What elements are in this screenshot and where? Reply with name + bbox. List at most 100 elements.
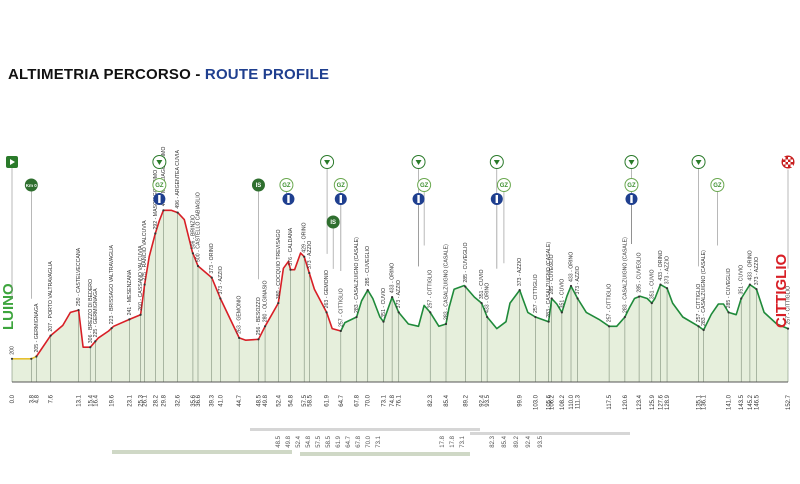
profile-point (638, 295, 641, 298)
km-tick-label: 141.0 (727, 394, 733, 410)
title-en: ROUTE PROFILE (204, 66, 330, 83)
place-label: 433 - ORINO (390, 263, 396, 293)
place-label: 351 - CUVIO (739, 265, 745, 295)
profile-point (576, 297, 579, 300)
km-tick-label: 15.4 (88, 394, 94, 406)
finish-flag-icon (785, 164, 788, 167)
profile-point (139, 313, 142, 316)
gpm-label: GZ (713, 183, 722, 189)
title-it: ALTIMETRIA PERCORSO (8, 66, 191, 83)
place-label: 257 - CITTIGLIO (533, 274, 539, 313)
profile-point (49, 334, 52, 337)
intermediate-sprint-icon (326, 215, 340, 229)
km-tick-label: 135.1 (697, 394, 703, 410)
profile-point (257, 338, 260, 341)
place-label: 275 - RANCIO VALCUVIA (142, 220, 148, 281)
ghost-tick-label: 85.4 (502, 435, 508, 447)
profile-point (650, 302, 653, 305)
gpm-icon (333, 178, 348, 192)
place-label: 429 - ORINO (302, 222, 308, 252)
gpm-label: GZ (500, 183, 509, 189)
place-label: 373 - AZZIO (218, 266, 224, 294)
finish-flag-icon (790, 164, 793, 167)
profile-point (308, 271, 311, 275)
ghost-tick-label: 73.1 (376, 435, 382, 447)
ghost-tick-label: 89.2 (514, 435, 520, 447)
start-label: LUINO (0, 283, 17, 330)
profile-point (10, 357, 14, 360)
km-tick-label: 29.8 (161, 394, 167, 406)
gpm-label: GZ (627, 183, 636, 189)
profile-point (303, 255, 306, 258)
finish-flag-icon (783, 162, 786, 165)
km-tick-label: 7.6 (49, 394, 55, 403)
km-tick-label: 108.2 (560, 394, 566, 410)
ghost-tick-label: 82.3 (490, 435, 496, 447)
profile-point (608, 325, 611, 328)
profile-point (397, 311, 400, 314)
place-label: 285 - CUVEGLIO (365, 246, 371, 286)
profile-point (623, 315, 626, 319)
profile-point (391, 295, 394, 299)
km-tick-label: 35.6 (191, 394, 197, 406)
place-label: 200 (10, 346, 16, 355)
km-tick-label: 57.5 (302, 394, 308, 406)
km-tick-label: 143.5 (739, 394, 745, 410)
sprint-bar-icon (287, 195, 290, 203)
place-label: 257 - CITTIGLIO (786, 286, 792, 325)
km-tick-label: 103.0 (533, 394, 539, 410)
place-label: 373 - AZZIO (575, 266, 581, 294)
place-label: 472 - MASCIAGO PRIMO (161, 147, 167, 207)
km-tick-label: 49.8 (263, 394, 269, 406)
km-tick-label: 111.3 (576, 394, 582, 409)
km-tick-label: 70.0 (366, 394, 372, 406)
profile-point (238, 336, 241, 340)
profile-line-climb (35, 209, 342, 357)
km-tick-label: 117.5 (607, 394, 613, 409)
profile-point (89, 346, 92, 349)
km-tick-label: 0.0 (10, 394, 16, 403)
km-tick-label: 74.8 (390, 394, 396, 406)
place-label: 260 - CASSANO VALCUVIA (138, 245, 144, 311)
ghost-bar (112, 450, 292, 454)
km-tick-label: 32.6 (176, 394, 182, 406)
profile-point (196, 264, 200, 268)
km-tick-label: 16.4 (93, 394, 99, 406)
km-tick-label: 4.8 (34, 394, 40, 403)
km-tick-label: 61.9 (325, 394, 331, 406)
place-label: 241 - MESENZANA (127, 269, 133, 315)
place-label: 380 - COCQUIO TREVISAGO (276, 229, 282, 299)
km-tick-label: 54.8 (289, 394, 295, 406)
profile-point (697, 325, 700, 328)
place-label: 351 - CUVIO (381, 288, 387, 318)
km-tick-label: 52.4 (276, 394, 282, 406)
place-label: 263 - GEMONIO (237, 296, 243, 334)
title-separator: - (190, 66, 205, 83)
ghost-tick-label: 48.5 (276, 435, 282, 447)
place-label: 373 - AZZIO (754, 257, 760, 285)
finish-flag-icon (783, 157, 786, 160)
chart-title: ALTIMETRIA PERCORSO - ROUTE PROFILE (8, 66, 329, 83)
profile-point (128, 318, 131, 321)
place-label: 351 - CUVIO (479, 269, 485, 299)
place-label: 285 - CUVEGLIO (549, 254, 555, 294)
place-label: 376 - CALDANA (288, 227, 294, 265)
profile-point (339, 329, 342, 333)
profile-point (366, 289, 369, 292)
profile-point (30, 357, 33, 360)
place-label: 250 - CASTELVECCANA (76, 247, 82, 306)
profile-point (162, 209, 165, 212)
profile-point (94, 340, 97, 343)
ghost-tick-label: 58.5 (326, 435, 332, 447)
place-label: 373 - ORINO (209, 243, 215, 273)
ghost-tick-label: 57.5 (316, 435, 322, 447)
km-tick-label: 39.3 (210, 394, 216, 406)
km-tick-label: 105.6 (547, 394, 553, 410)
km-tick-label: 82.3 (428, 394, 434, 406)
km-tick-label: 48.5 (257, 394, 263, 406)
profile-point (727, 311, 730, 314)
gpm-label: GZ (282, 183, 291, 189)
gpm-label: GZ (420, 183, 429, 189)
place-label: 257 - CITTIGLIO (607, 284, 613, 323)
km-tick-label: 64.7 (339, 394, 345, 406)
